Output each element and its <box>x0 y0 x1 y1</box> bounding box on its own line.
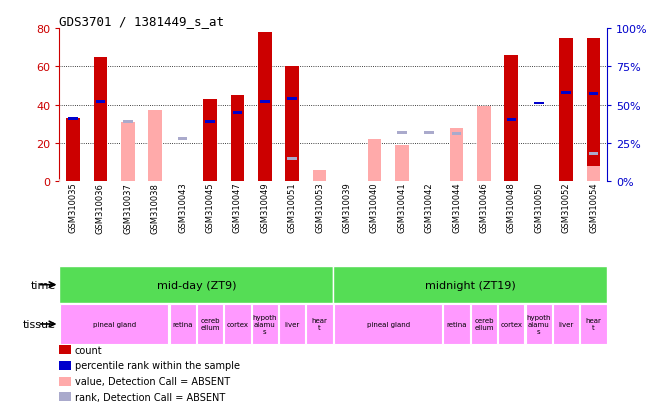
Bar <box>96 101 106 104</box>
Bar <box>59 266 333 304</box>
Bar <box>334 304 442 344</box>
Bar <box>587 166 601 182</box>
Text: GSM310047: GSM310047 <box>233 182 242 233</box>
Text: rank, Detection Call = ABSENT: rank, Detection Call = ABSENT <box>75 392 225 402</box>
Bar <box>368 140 381 182</box>
Bar <box>68 118 78 121</box>
Bar <box>287 98 297 101</box>
Bar <box>224 304 251 344</box>
Text: cortex: cortex <box>226 321 248 327</box>
Bar <box>395 145 409 182</box>
Bar <box>230 96 244 182</box>
Bar <box>534 102 544 105</box>
Text: GSM310046: GSM310046 <box>479 182 488 233</box>
Text: retina: retina <box>172 321 193 327</box>
Bar <box>66 119 80 182</box>
Bar <box>285 67 299 182</box>
Bar <box>251 304 278 344</box>
Text: GSM310054: GSM310054 <box>589 182 598 233</box>
Text: GSM310042: GSM310042 <box>424 182 434 233</box>
Bar <box>553 304 579 344</box>
Text: GSM310045: GSM310045 <box>205 182 214 233</box>
Bar <box>589 93 599 96</box>
Text: GSM310035: GSM310035 <box>69 182 78 233</box>
Text: hear
t: hear t <box>585 318 601 331</box>
Text: GSM310040: GSM310040 <box>370 182 379 233</box>
Text: liver: liver <box>558 321 574 327</box>
Bar <box>123 121 133 123</box>
Bar <box>170 304 196 344</box>
Text: GSM310044: GSM310044 <box>452 182 461 233</box>
Text: GDS3701 / 1381449_s_at: GDS3701 / 1381449_s_at <box>59 15 224 28</box>
Bar <box>306 304 333 344</box>
Bar <box>197 304 223 344</box>
Bar <box>559 38 573 182</box>
Bar <box>94 57 108 182</box>
Bar <box>561 92 571 95</box>
Text: GSM310051: GSM310051 <box>288 182 297 233</box>
Bar <box>260 101 270 104</box>
Text: cereb
ellum: cereb ellum <box>474 318 494 331</box>
Text: GSM310050: GSM310050 <box>534 182 543 233</box>
Bar <box>279 304 306 344</box>
Bar <box>333 266 607 304</box>
Bar <box>287 157 297 160</box>
Bar <box>589 153 599 156</box>
Bar <box>397 131 407 134</box>
Bar <box>313 170 327 182</box>
Text: mid-day (ZT9): mid-day (ZT9) <box>156 280 236 290</box>
Text: value, Detection Call = ABSENT: value, Detection Call = ABSENT <box>75 376 230 386</box>
Bar <box>498 304 525 344</box>
Text: hypoth
alamu
s: hypoth alamu s <box>527 314 551 334</box>
Text: liver: liver <box>284 321 300 327</box>
Text: GSM310041: GSM310041 <box>397 182 407 233</box>
Bar <box>451 133 461 136</box>
Text: GSM310053: GSM310053 <box>315 182 324 233</box>
Bar <box>205 121 215 123</box>
Text: hear
t: hear t <box>312 318 327 331</box>
Text: retina: retina <box>446 321 467 327</box>
Text: time: time <box>31 280 56 290</box>
Bar <box>368 142 381 182</box>
Bar <box>203 100 217 182</box>
Bar <box>424 131 434 134</box>
Bar <box>504 56 518 182</box>
Bar <box>60 304 168 344</box>
Text: GSM310049: GSM310049 <box>260 182 269 233</box>
Text: GSM310037: GSM310037 <box>123 182 133 233</box>
Text: GSM310039: GSM310039 <box>343 182 352 233</box>
Text: percentile rank within the sample: percentile rank within the sample <box>75 361 240 370</box>
Bar <box>148 111 162 182</box>
Bar <box>258 33 272 182</box>
Bar <box>587 38 601 182</box>
Text: pineal gland: pineal gland <box>366 321 410 327</box>
Text: cereb
ellum: cereb ellum <box>200 318 220 331</box>
Bar <box>477 107 491 182</box>
Text: GSM310043: GSM310043 <box>178 182 187 233</box>
Text: midnight (ZT19): midnight (ZT19) <box>425 280 515 290</box>
Bar <box>232 112 242 114</box>
Text: count: count <box>75 345 102 355</box>
Bar <box>471 304 497 344</box>
Bar <box>178 138 187 140</box>
Text: hypoth
alamu
s: hypoth alamu s <box>253 314 277 334</box>
Bar <box>444 304 470 344</box>
Text: tissue: tissue <box>23 319 56 329</box>
Bar <box>449 128 463 182</box>
Text: GSM310048: GSM310048 <box>507 182 516 233</box>
Text: GSM310036: GSM310036 <box>96 182 105 233</box>
Text: pineal gland: pineal gland <box>92 321 136 327</box>
Bar <box>506 119 516 122</box>
Text: GSM310038: GSM310038 <box>150 182 160 233</box>
Bar <box>525 304 552 344</box>
Bar <box>121 123 135 182</box>
Text: cortex: cortex <box>500 321 522 327</box>
Text: GSM310052: GSM310052 <box>562 182 571 233</box>
Bar <box>580 304 607 344</box>
